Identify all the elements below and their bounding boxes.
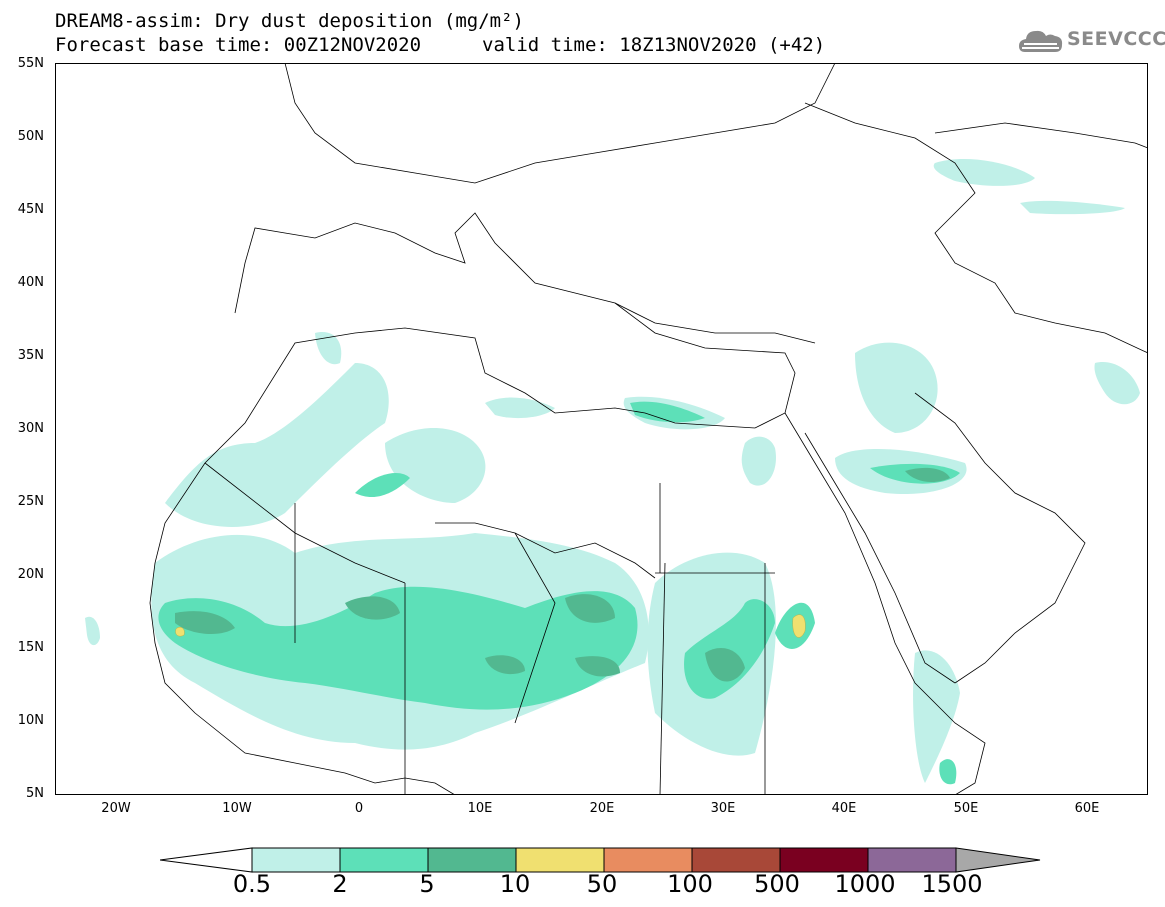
valid-time: valid time: 18Z13NOV2020 (+42) xyxy=(482,34,826,56)
colorbar-legend xyxy=(160,847,1041,873)
lat-label-40n: 40N xyxy=(17,275,44,290)
lat-label-55n: 55N xyxy=(17,56,44,71)
dust-map xyxy=(55,63,1148,795)
colorbar-label-10: 10 xyxy=(499,870,531,898)
colorbar-swatch-6 xyxy=(691,847,781,873)
colorbar-label-500: 500 xyxy=(754,870,800,898)
dust-level-5 xyxy=(175,467,950,682)
coastlines xyxy=(149,63,1148,795)
dust-level-2 xyxy=(158,401,960,785)
colorbar-swatch-1 xyxy=(251,847,341,873)
lon-label-10w: 10W xyxy=(222,801,252,816)
dust-level-10 xyxy=(175,614,806,638)
lon-label-40e: 40E xyxy=(831,801,857,816)
colorbar-swatch-2 xyxy=(339,847,429,873)
dust-level-0-5 xyxy=(85,158,1140,783)
lat-label-10n: 10N xyxy=(17,713,44,728)
lat-label-30n: 30N xyxy=(17,421,44,436)
lat-label-25n: 25N xyxy=(17,494,44,509)
colorbar-over-arrow xyxy=(955,847,1041,873)
lat-label-45n: 45N xyxy=(17,202,44,217)
colorbar-label-50: 50 xyxy=(586,870,618,898)
lat-label-50n: 50N xyxy=(17,129,44,144)
colorbar-label-100: 100 xyxy=(667,870,713,898)
colorbar-swatch-7 xyxy=(779,847,869,873)
lon-label-50e: 50E xyxy=(953,801,979,816)
lat-label-5n: 5N xyxy=(26,786,44,801)
colorbar-swatch-3 xyxy=(427,847,517,873)
colorbar-label-0-5: 0.5 xyxy=(232,870,272,898)
lon-label-10e: 10E xyxy=(467,801,493,816)
lat-label-35n: 35N xyxy=(17,348,44,363)
seevccc-logo: SEEVCCC xyxy=(1017,24,1165,58)
map-border xyxy=(55,63,1148,795)
lat-label-15n: 15N xyxy=(17,640,44,655)
lon-label-20w: 20W xyxy=(101,801,131,816)
logo-text: SEEVCCC xyxy=(1067,28,1165,50)
colorbar-label-5: 5 xyxy=(419,870,435,898)
map-title: DREAM8-assim: Dry dust deposition (mg/m²… xyxy=(55,10,524,32)
forecast-base-time: Forecast base time: 00Z12NOV2020 xyxy=(55,34,422,56)
lat-label-20n: 20N xyxy=(17,567,44,582)
cloud-icon xyxy=(1019,30,1063,52)
colorbar-label-1500: 1500 xyxy=(921,870,983,898)
colorbar-swatch-8 xyxy=(867,847,957,873)
lon-label-20e: 20E xyxy=(589,801,615,816)
colorbar-label-2: 2 xyxy=(332,870,348,898)
colorbar-swatch-5 xyxy=(603,847,693,873)
lon-label-30e: 30E xyxy=(710,801,736,816)
lon-label-0: 0 xyxy=(354,801,364,816)
colorbar-under-arrow xyxy=(160,847,253,873)
colorbar-swatch-4 xyxy=(515,847,605,873)
lon-label-60e: 60E xyxy=(1074,801,1100,816)
colorbar-label-1000: 1000 xyxy=(834,870,896,898)
